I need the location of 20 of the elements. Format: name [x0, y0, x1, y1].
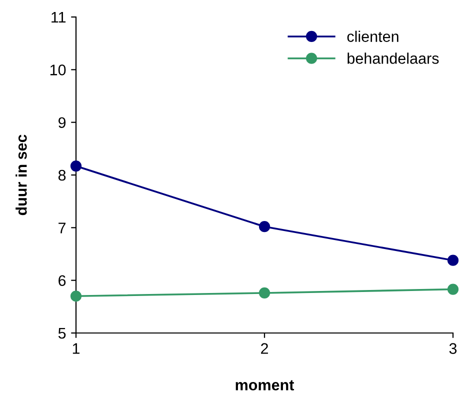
y-tick-label: 9 — [58, 117, 66, 128]
y-tick-label: 11 — [52, 12, 66, 23]
x-tick-label: 1 — [72, 343, 80, 354]
x-tick-label: 2 — [261, 343, 268, 354]
x-axis-title: moment — [236, 380, 294, 390]
y-tick-label: 6 — [58, 275, 66, 286]
y-axis-title: duur in sec — [16, 134, 27, 216]
legend-label: behandelaars — [348, 52, 439, 64]
x-tick-label: 3 — [449, 343, 457, 354]
y-tick-label: 8 — [58, 170, 66, 181]
point — [447, 254, 459, 266]
point — [258, 287, 270, 299]
point — [70, 290, 82, 302]
point — [447, 284, 459, 295]
y-tick-label: 7 — [58, 222, 66, 234]
y-tick-label: 5 — [58, 328, 66, 339]
point — [258, 221, 270, 232]
y-tick-label: 10 — [50, 64, 66, 76]
legend-label: clienten — [347, 30, 398, 42]
point — [70, 160, 82, 172]
